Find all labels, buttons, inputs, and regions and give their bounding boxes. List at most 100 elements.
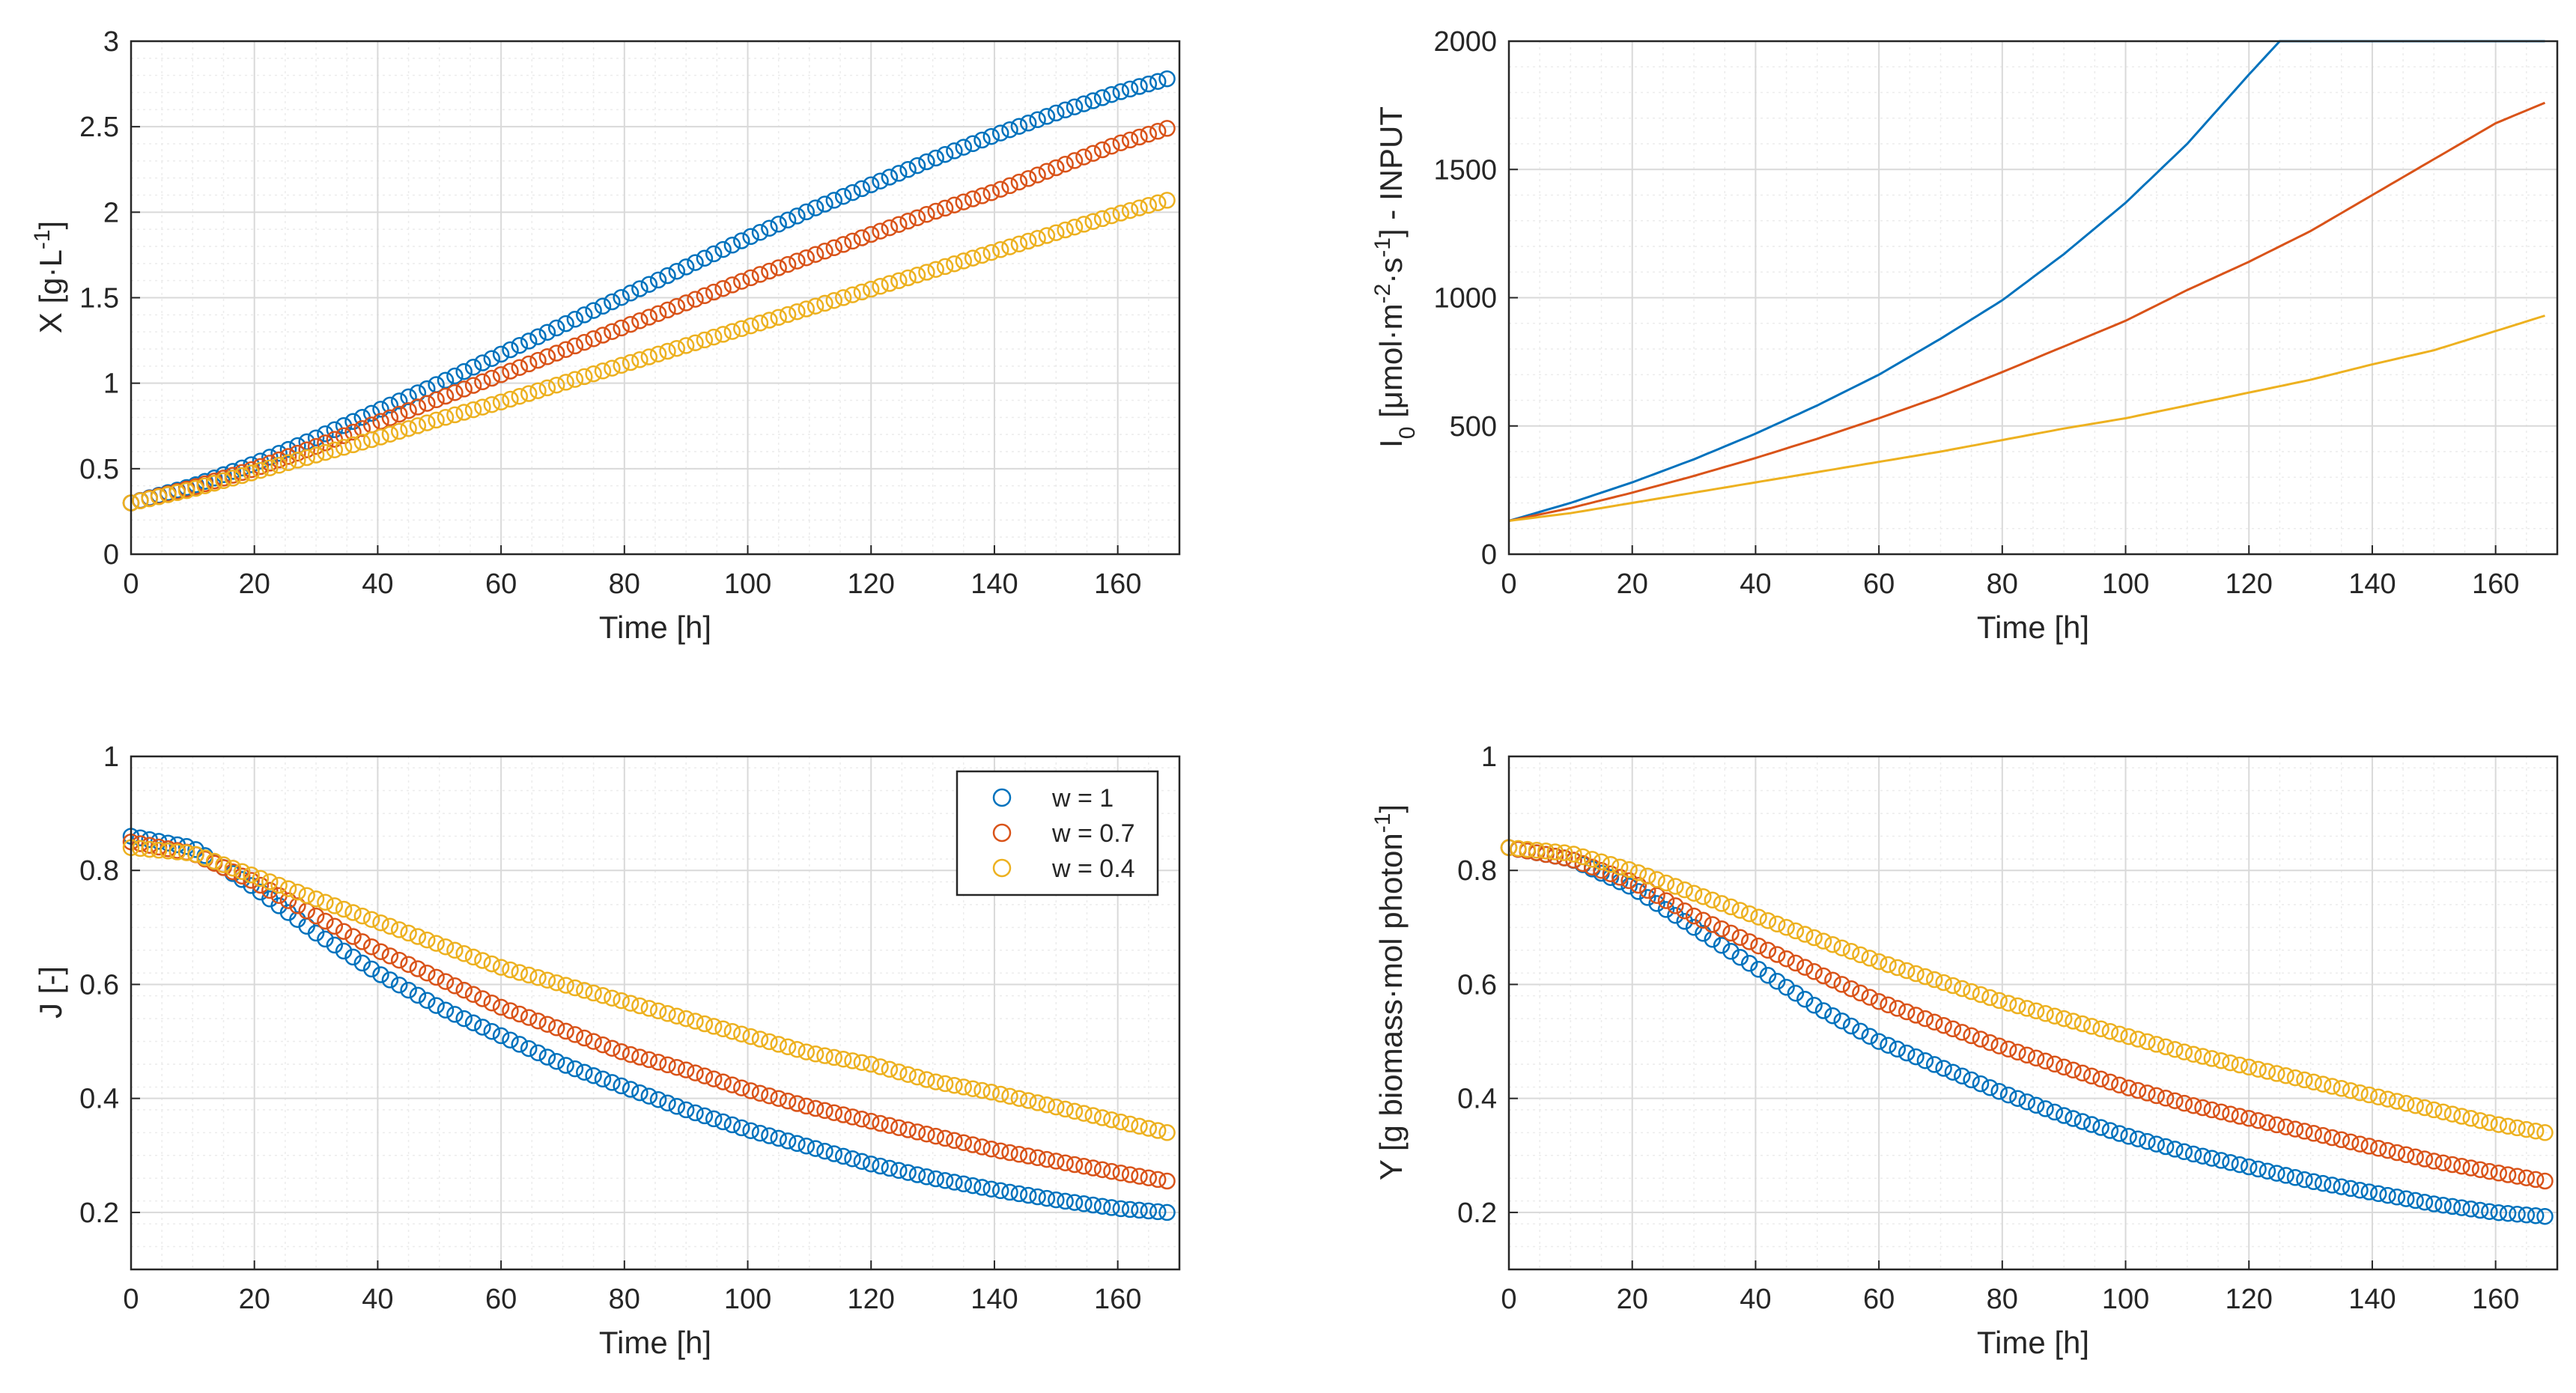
data-point (789, 207, 806, 225)
data-point (419, 964, 436, 982)
data-point (1038, 1096, 1056, 1114)
data-point (1657, 892, 1675, 909)
data-point (2148, 1087, 2165, 1105)
data-point (594, 1070, 612, 1088)
data-point (613, 356, 630, 374)
data-point (279, 448, 297, 465)
data-point (872, 172, 889, 189)
data-point (1796, 926, 1814, 943)
data-point (1768, 973, 1786, 990)
data-point (668, 262, 686, 280)
data-point (1084, 145, 1102, 163)
data-point (946, 1076, 963, 1094)
data-point (2425, 1153, 2443, 1170)
data-point (1574, 855, 1592, 872)
data-point (2397, 1095, 2415, 1112)
data-point (2157, 1138, 2175, 1156)
data-point (1149, 123, 1167, 140)
data-point (659, 1005, 676, 1022)
data-point (640, 1087, 658, 1105)
data-point (566, 979, 584, 997)
data-point (1121, 1166, 1139, 1183)
data-point (622, 315, 640, 333)
data-point (419, 992, 436, 1010)
data-point (1657, 901, 1675, 918)
data-point (798, 1097, 815, 1115)
data-point (761, 1087, 778, 1105)
data-point (437, 387, 455, 405)
data-point (825, 1048, 843, 1066)
data-point (1158, 70, 1176, 88)
x-tick-label: 100 (2102, 1284, 2149, 1315)
data-point (918, 153, 935, 171)
data-point (806, 297, 824, 315)
data-point (1103, 1111, 1120, 1129)
data-point (659, 301, 676, 319)
data-point (483, 395, 501, 413)
data-point (1019, 1147, 1037, 1165)
data-point (982, 127, 1000, 145)
data-point (659, 267, 676, 285)
x-tick-label: 0 (1501, 568, 1516, 600)
legend-label-3: w = 0.4 (1051, 855, 1135, 883)
data-point (1093, 1161, 1111, 1179)
axes-box (130, 40, 1181, 556)
data-point (991, 180, 1009, 198)
data-point (132, 840, 149, 858)
x-tick-label: 20 (1617, 568, 1648, 600)
data-point (2351, 1084, 2369, 1102)
data-point (1880, 1037, 1897, 1054)
data-point (936, 199, 954, 217)
data-point (1648, 895, 1665, 912)
x-tick-label: 120 (2226, 1284, 2273, 1315)
data-point (1131, 199, 1148, 216)
x-tick-label: 0 (1501, 1284, 1516, 1315)
data-point (2351, 1181, 2369, 1199)
data-point (733, 1025, 750, 1043)
data-point (705, 283, 723, 301)
data-point (899, 1121, 917, 1138)
data-point (872, 1058, 889, 1075)
data-point (390, 951, 408, 969)
data-point (557, 977, 574, 994)
data-point (1889, 1040, 1907, 1058)
data-point (1121, 80, 1139, 98)
data-point (733, 320, 750, 338)
data-point (289, 883, 306, 901)
data-point (2037, 1005, 2054, 1022)
data-point (2296, 1071, 2313, 1089)
data-point (455, 945, 473, 962)
data-point (1057, 155, 1074, 173)
data-point (1029, 1094, 1046, 1111)
data-point (779, 1092, 797, 1110)
data-point (557, 1022, 574, 1040)
data-point (252, 870, 270, 887)
data-point (1029, 1188, 1046, 1206)
data-point (2065, 1061, 2082, 1079)
data-point (1519, 840, 1536, 858)
data-point (2111, 1025, 2128, 1043)
data-point (2027, 1049, 2045, 1067)
data-point (1620, 861, 1638, 878)
data-point (1639, 867, 1656, 885)
data-point (982, 1140, 1000, 1158)
data-point (714, 1073, 732, 1090)
x-tick-label: 80 (609, 1284, 640, 1315)
data-point (1824, 935, 1841, 953)
data-point (964, 1177, 982, 1195)
data-point (1075, 95, 1093, 112)
data-point (224, 859, 242, 877)
data-point (1740, 905, 1758, 923)
data-point (2083, 1067, 2100, 1085)
data-point (566, 1026, 584, 1043)
data-point (215, 856, 232, 873)
data-point (1583, 858, 1601, 875)
data-point (1999, 1086, 2017, 1104)
data-point (798, 249, 815, 267)
data-point (2509, 1168, 2526, 1185)
data-point (576, 1063, 593, 1081)
data-point (696, 287, 714, 305)
y-tick-label: 0.8 (79, 855, 119, 887)
data-point (547, 376, 565, 394)
data-point (872, 1157, 889, 1175)
